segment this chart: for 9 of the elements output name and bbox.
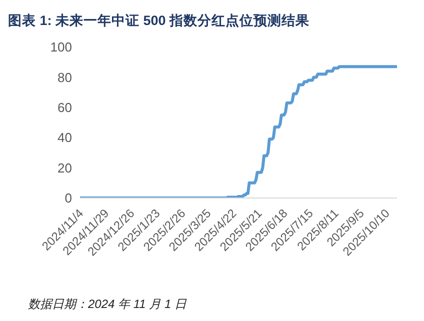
chart-title: 图表 1: 未来一年中证 500 指数分红点位预测结果 bbox=[8, 12, 310, 30]
y-tick-label: 80 bbox=[58, 70, 72, 85]
y-tick-label: 20 bbox=[58, 160, 72, 176]
text: 数据日期：2024 年 11 月 1 日 bbox=[28, 296, 186, 313]
y-tick-label: 0 bbox=[64, 190, 72, 206]
line-series bbox=[78, 65, 398, 198]
y-tick-label: 60 bbox=[58, 100, 72, 116]
y-tick-label: 100 bbox=[50, 40, 72, 55]
y-tick-label: 40 bbox=[58, 130, 72, 146]
